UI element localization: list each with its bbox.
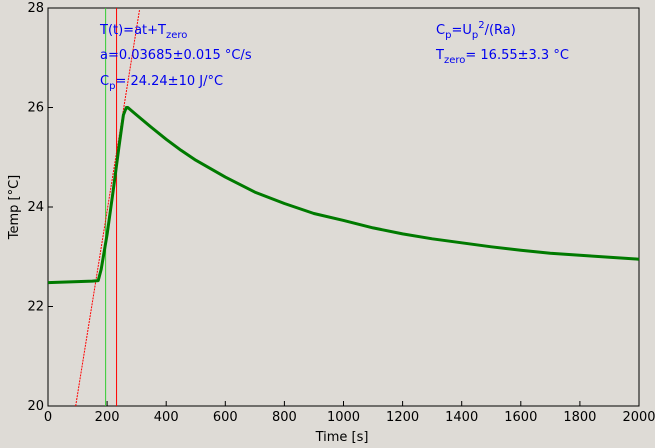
x-tick-label: 200 <box>95 410 120 425</box>
x-tick-label: 0 <box>44 410 52 425</box>
x-tick-label: 1200 <box>386 410 419 425</box>
y-tick-label: 22 <box>27 300 44 315</box>
x-tick-label: 1000 <box>327 410 360 425</box>
x-axis-label: Time [s] <box>315 430 369 445</box>
tzero-annotation: Tzero= 16.55±3.3 °C <box>435 48 569 66</box>
x-tick-label: 2000 <box>622 410 655 425</box>
plot-area <box>47 7 640 407</box>
x-tick-label: 1800 <box>563 410 596 425</box>
x-tick-label: 400 <box>154 410 179 425</box>
fit-formula: T(t)=at+Tzero <box>99 23 187 41</box>
y-tick-label: 26 <box>27 101 44 116</box>
cp-formula-annotation: Cp=Up2/(Ra) <box>436 20 516 41</box>
y-axis-ticks: 20 22 24 26 28 <box>27 1 53 414</box>
temperature-series-line <box>47 106 640 285</box>
x-tick-label: 1600 <box>504 410 537 425</box>
x-tick-label: 600 <box>213 410 238 425</box>
y-tick-label: 28 <box>27 1 44 16</box>
y-tick-label: 24 <box>27 200 44 215</box>
slope-annotation: a=0.03685±0.015 °C/s <box>100 48 252 63</box>
heat-capacity-annotation: Cp= 24.24±10 J/°C <box>100 74 223 92</box>
y-axis-label: Temp [°C] <box>7 175 22 241</box>
y-tick-label: 20 <box>27 399 44 414</box>
x-axis-ticks: 0 200 400 600 800 1000 1200 1400 1600 1800 2000 <box>44 401 655 425</box>
linear-fit-line <box>75 9 141 407</box>
x-tick-label: 800 <box>272 410 297 425</box>
x-tick-label: 1400 <box>445 410 478 425</box>
